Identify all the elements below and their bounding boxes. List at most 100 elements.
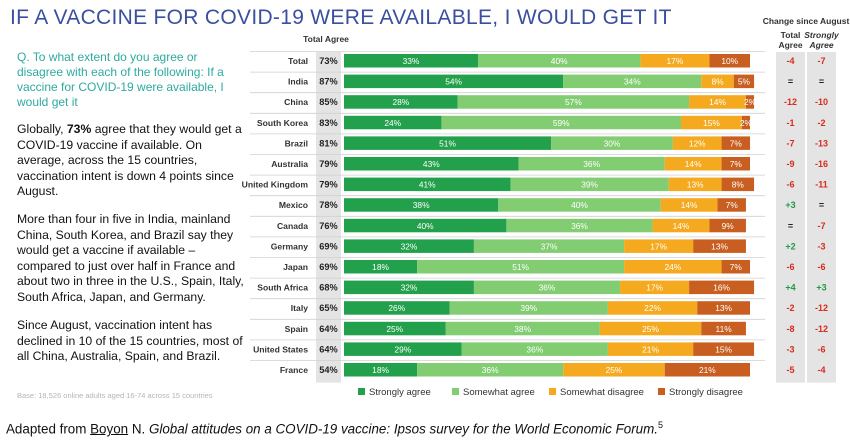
bar-segment-somewhat-disagree [689, 95, 746, 109]
data-label: 39% [520, 303, 537, 313]
source-initial: N. [128, 421, 149, 437]
change-total-value: +2 [785, 241, 795, 251]
bar-segment-somewhat-agree [417, 363, 564, 377]
bar-segment-somewhat-agree [445, 321, 600, 336]
bar-segment-somewhat-disagree [599, 321, 702, 336]
change-strongly-value: -12 [815, 303, 828, 313]
bar-segment-strongly-disagree [697, 301, 750, 315]
data-label: 28% [392, 97, 409, 107]
bar-segment-somewhat-agree [563, 74, 702, 89]
bar-segment-somewhat-agree [518, 157, 665, 171]
data-label: 18% [372, 262, 389, 272]
change-total-value: -6 [786, 180, 794, 190]
source-author: Boyon [90, 421, 129, 437]
data-label: 41% [419, 180, 436, 190]
data-label: 40% [551, 56, 568, 66]
data-label: 32% [401, 283, 418, 293]
total-agree-value: 69% [319, 241, 337, 251]
data-label: 38% [413, 200, 430, 210]
change-subheader-strongly: Agree [808, 40, 833, 50]
data-label: 24% [664, 262, 681, 272]
p1-text-start: Globally, [17, 122, 67, 136]
data-label: 8% [732, 180, 745, 190]
change-total-value: -8 [786, 324, 794, 334]
total-agree-value: 64% [319, 324, 337, 334]
bar-segment-somewhat-agree [477, 54, 641, 68]
category-label: United Kingdom [242, 180, 309, 190]
bar-segment-somewhat-disagree [624, 239, 694, 253]
total-agree-value: 79% [319, 180, 337, 190]
change-strongly-value: -4 [817, 365, 825, 375]
category-label: Spain [285, 324, 308, 334]
bar-segment-somewhat-disagree [563, 363, 665, 377]
data-label: 26% [388, 303, 405, 313]
data-label: 16% [713, 283, 730, 293]
bar-segment-strongly-disagree [664, 363, 750, 377]
change-strongly-value: -7 [817, 221, 825, 231]
data-label: 13% [711, 241, 728, 251]
category-label: Mexico [279, 200, 308, 210]
bar-segment-somewhat-disagree [660, 198, 718, 212]
change-total-value: +3 [785, 200, 795, 210]
source-title: Global attitudes on a COVID-19 vaccine: … [148, 421, 658, 437]
bar-segment-somewhat-agree [510, 177, 669, 192]
data-label: 25% [642, 324, 659, 334]
data-label: 40% [571, 200, 588, 210]
change-header: Change since August [763, 16, 850, 26]
survey-question: Q. To what extent do you agree or disagr… [17, 50, 224, 109]
bar-segment-somewhat-agree [449, 301, 608, 315]
data-label: 17% [650, 241, 667, 251]
data-label: 7% [730, 138, 743, 148]
data-label: 24% [384, 118, 401, 128]
change-subheader-total: Total [781, 30, 801, 40]
bar-segment-somewhat-disagree [607, 342, 694, 356]
data-label: 36% [526, 344, 543, 354]
bar-segment-somewhat-disagree [640, 54, 710, 68]
data-label: 13% [687, 180, 704, 190]
bar-segment-somewhat-disagree [624, 260, 722, 274]
bar-segment-somewhat-disagree [664, 157, 722, 171]
change-strongly-value: -2 [817, 118, 825, 128]
bar-segment-somewhat-agree [506, 218, 653, 233]
data-label: 2% [740, 118, 753, 128]
data-label: 36% [482, 365, 499, 375]
total-agree-value: 81% [319, 138, 337, 148]
bar-segment-somewhat-disagree [620, 280, 690, 295]
data-label: 14% [681, 200, 698, 210]
change-strongly-value: -6 [817, 262, 825, 272]
bar-segment-strongly-disagree [721, 157, 750, 171]
change-total-value: -6 [786, 262, 794, 272]
total-agree-value: 69% [319, 262, 337, 272]
data-label: 2% [744, 97, 757, 107]
data-label: 17% [667, 56, 684, 66]
data-label: 7% [730, 159, 743, 169]
bar-segment-strongly-disagree [721, 177, 755, 192]
change-total-value: -12 [784, 97, 797, 107]
bar-segment-strongly-agree [344, 321, 446, 336]
p1-highlight: 73% [66, 122, 92, 136]
bar-segment-strongly-disagree [693, 342, 755, 356]
change-strongly-value: -6 [817, 344, 825, 354]
bar-segment-strongly-agree [344, 239, 474, 253]
data-label: 8% [711, 77, 724, 87]
change-subheader-total: Agree [778, 40, 802, 50]
data-label: 11% [716, 324, 733, 334]
legend-label: Somewhat agree [463, 387, 535, 398]
bar-segment-strongly-agree [344, 95, 458, 109]
data-label: 57% [565, 97, 582, 107]
bar-segment-strongly-agree [344, 157, 519, 171]
source-reference: 5 [658, 420, 664, 430]
bar-segment-strongly-agree [344, 280, 474, 295]
base-note: Base: 18,526 online adults aged 16-74 ac… [17, 391, 213, 400]
bar-segment-somewhat-disagree [680, 115, 742, 130]
bar-segment-strongly-agree [344, 301, 450, 315]
change-strongly-value: -13 [815, 138, 828, 148]
bar-segment-strongly-agree [344, 363, 418, 377]
total-agree-column-bg [316, 52, 341, 383]
legend-label: Strongly disagree [669, 387, 743, 398]
total-agree-value: 54% [319, 365, 337, 375]
category-label: France [280, 365, 308, 375]
data-label: 51% [512, 262, 529, 272]
source-citation: Adapted from Boyon N. Global attitudes o… [6, 420, 663, 436]
bar-segment-strongly-agree [344, 136, 552, 150]
